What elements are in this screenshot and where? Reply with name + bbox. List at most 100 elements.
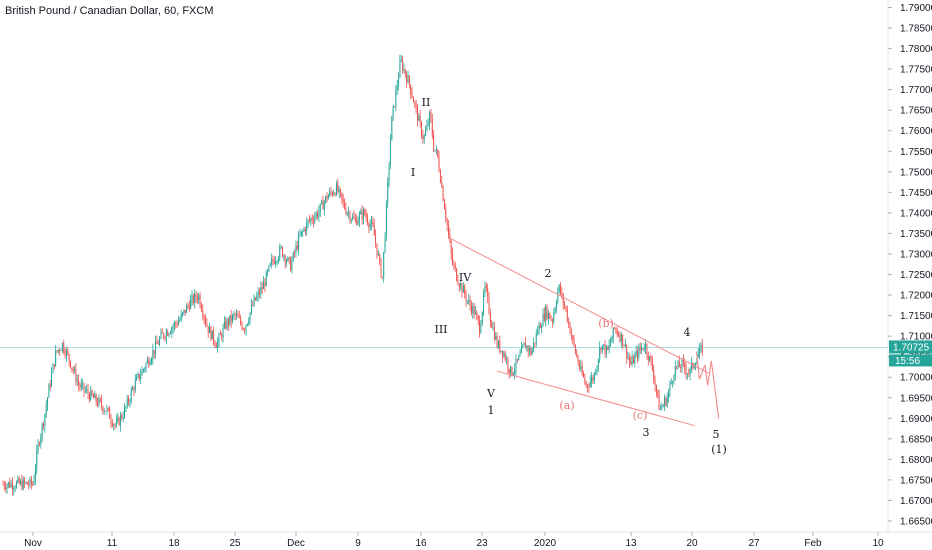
candle-body [76,380,78,382]
candle-body [14,487,16,489]
candle-body [13,488,15,490]
candle-body [507,359,509,370]
x-tick-label: 10 [872,538,884,549]
candle-body [169,332,171,334]
candle-body [646,344,648,355]
candle-body [391,116,393,141]
wave-label: II [422,96,431,109]
candle-body [5,486,7,489]
candle-body [223,322,225,328]
candle-body [49,384,51,386]
current-price-value: 1.70725 [893,342,930,353]
candle-body [148,359,150,365]
candle-body [437,149,439,157]
candle-body [196,298,198,300]
time-axis[interactable]: Nov 11 18 25 Dec 9 16 23 2020 13 20 27 Feb 10 [24,532,884,549]
candle-body [300,231,302,235]
price-axis[interactable]: 1.79000 1.78500 1.78000 1.77500 1.77000 1.765… [888,3,932,528]
candle-body [211,330,213,340]
candle-body [680,367,682,369]
candle-body [570,333,572,336]
candle-body [269,263,271,266]
x-tick-label: 20 [686,538,698,549]
candle-body [187,305,189,307]
candle-body [222,327,224,338]
candle-body [256,295,258,301]
candle-body [244,329,246,332]
candle-body [595,373,597,374]
candle-body [168,333,170,336]
candle-body [33,479,35,485]
candle-body [302,230,304,232]
candle-body [94,394,96,399]
candle-body [515,359,517,370]
candle-body [473,306,475,315]
candle-body [173,322,175,327]
candle-body [45,405,47,415]
y-tick-label: 1.69000 [900,414,932,425]
candle-body [632,357,634,364]
candle-body [578,363,580,369]
projection-path [696,352,720,419]
candle-body [469,300,471,306]
candle-body [361,211,363,220]
candle-body [371,221,373,225]
candle-body [504,353,506,361]
candle-body [194,293,196,303]
candle-body [191,295,193,300]
candle-body [654,380,656,386]
candle-body [337,183,339,192]
candle-body [188,305,190,309]
candle-body [315,213,317,217]
candle-body [29,478,31,486]
candle-body [561,293,563,295]
candle-body [242,328,244,330]
candle-body [72,368,74,371]
candle-body [225,322,227,329]
candle-body [480,324,482,334]
candle-body [697,353,699,358]
candle-body [408,75,410,85]
candle-body [541,326,543,329]
candle-body [192,295,194,303]
candle-body [190,299,192,309]
candle-body [56,350,58,352]
y-tick-label: 1.76500 [900,106,932,117]
candle-body [261,287,263,290]
candle-body [114,424,116,426]
candle-body [68,353,70,362]
candle-body [468,300,470,302]
candle-body [458,284,460,287]
candle-body [326,196,328,200]
y-tick-label: 1.72500 [900,270,932,281]
candle-body [362,209,364,220]
candle-body [317,213,319,218]
candle-body [435,149,437,151]
candle-body [198,295,200,300]
candle-body [75,368,77,382]
candle-body [560,284,562,294]
candle-body [121,415,123,419]
candle-body [584,377,586,383]
candle-body [476,312,478,316]
y-tick-label: 1.72000 [900,291,932,302]
candle-body [319,203,321,212]
candle-body [431,119,433,136]
candle-body [26,482,28,485]
candle-body [623,344,625,347]
candle-body [299,234,301,236]
candle-body [241,323,243,329]
candle-body [689,367,691,375]
candle-body [98,398,100,406]
candle-body [493,327,495,340]
candle-body [367,217,368,224]
candle-body [402,59,404,71]
candle-body [167,331,169,336]
candle-body [30,478,32,485]
candle-body [693,365,695,368]
candle-body [364,209,366,216]
candle-body [496,335,498,347]
candle-body [253,297,255,306]
candle-body [599,347,601,360]
